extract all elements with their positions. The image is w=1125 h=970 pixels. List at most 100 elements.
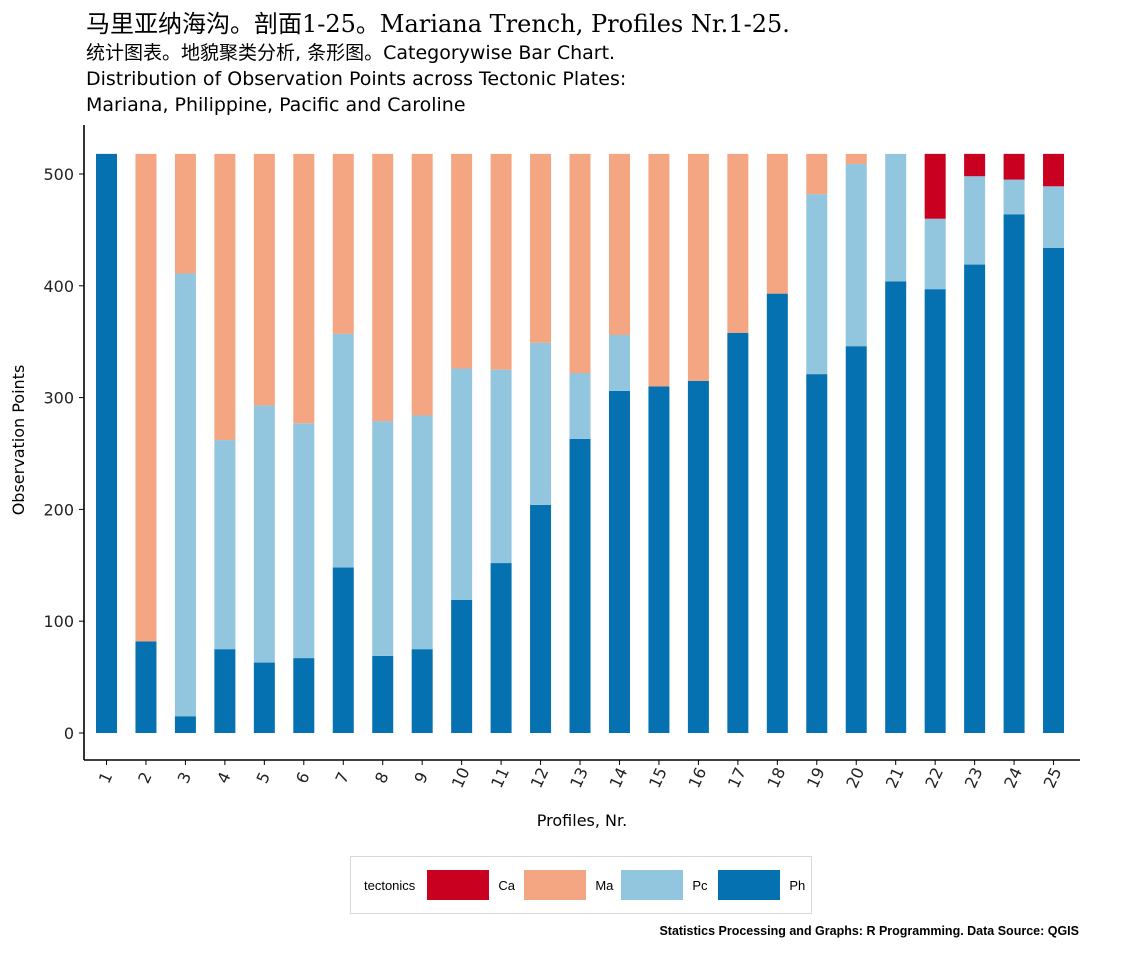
x-tick-label: 5	[253, 769, 275, 786]
bar-segment-ph-2	[135, 641, 157, 733]
legend-item-pc: Pc	[621, 870, 718, 900]
bar-segment-ma-4	[214, 153, 236, 441]
bar-segment-pc-11	[490, 369, 512, 564]
bar-segment-ca-25	[1043, 153, 1065, 187]
bar-segment-ph-6	[293, 658, 315, 733]
legend-label-ph: Ph	[789, 877, 806, 893]
x-tick-label: 17	[724, 764, 750, 790]
bar-segment-pc-23	[964, 176, 986, 265]
x-tick-label: 25	[1040, 764, 1066, 790]
legend-swatch-ph	[718, 870, 781, 900]
bar-segment-ma-5	[253, 153, 275, 406]
bar-segment-ma-15	[648, 153, 670, 387]
bar-segment-ph-20	[845, 346, 867, 733]
legend-item-ca: Ca	[427, 870, 524, 900]
x-tick-label: 21	[882, 764, 908, 790]
legend-swatch-pc	[621, 870, 684, 900]
bar-segment-ca-23	[964, 153, 986, 177]
x-tick-label: 16	[685, 764, 711, 790]
bar-segment-pc-12	[530, 342, 552, 505]
bar-segment-ma-10	[451, 153, 473, 369]
bar-segment-ma-3	[174, 153, 196, 274]
bar-segment-ph-5	[253, 662, 275, 733]
bar-segment-pc-3	[174, 273, 196, 717]
bar-segment-ph-7	[332, 567, 354, 733]
bar-segment-ph-22	[924, 289, 946, 733]
y-tick-label: 500	[43, 165, 74, 184]
legend-label-ma: Ma	[595, 877, 614, 893]
bar-segment-ma-6	[293, 153, 315, 424]
x-tick-label: 6	[292, 769, 314, 786]
y-tick-label: 200	[43, 500, 74, 519]
source-caption: Statistics Processing and Graphs: R Prog…	[659, 924, 1079, 938]
bar-segment-pc-25	[1043, 186, 1065, 248]
bar-segment-ma-11	[490, 153, 512, 370]
bar-segment-ph-10	[451, 599, 473, 733]
x-tick-label: 9	[410, 769, 432, 786]
chart-subtitle: 统计图表。地貌聚类分析, 条形图。Categorywise Bar Chart.…	[86, 42, 627, 116]
bar-segment-ma-9	[411, 153, 433, 416]
legend-swatch-ca	[427, 870, 490, 900]
x-tick-label: 19	[803, 764, 829, 790]
x-axis-label: Profiles, Nr.	[537, 811, 627, 830]
x-tick-label: 23	[961, 764, 987, 790]
legend-title: tectonics	[364, 877, 416, 893]
bar-segment-ph-14	[608, 390, 630, 733]
x-tick-label: 3	[174, 769, 196, 786]
bar-segment-ma-13	[569, 153, 591, 374]
bar-segment-pc-19	[806, 194, 828, 375]
bar-segment-pc-8	[372, 421, 394, 656]
x-tick-label: 10	[448, 764, 474, 790]
bar-segment-ma-17	[727, 153, 749, 333]
bar-segment-pc-22	[924, 218, 946, 290]
bar-segment-pc-5	[253, 405, 275, 663]
x-tick-label: 18	[763, 764, 789, 790]
bar-segment-ma-2	[135, 153, 157, 642]
x-tick-label: 12	[527, 764, 553, 790]
bar-segment-pc-20	[845, 163, 867, 347]
bar-segment-ma-14	[608, 153, 630, 335]
bar-segment-ph-17	[727, 332, 749, 733]
bar-segment-ma-12	[530, 153, 552, 343]
bar-segment-ca-22	[924, 153, 946, 219]
bar-segment-ph-9	[411, 649, 433, 733]
bar-segment-ma-19	[806, 153, 828, 195]
legend-item-ph: Ph	[718, 870, 815, 900]
bar-segment-ca-24	[1003, 153, 1025, 180]
bar-segment-ph-24	[1003, 214, 1025, 734]
x-tick-label: 8	[371, 769, 393, 786]
x-tick-label: 22	[921, 764, 947, 790]
bar-segment-ma-8	[372, 153, 394, 422]
bar-segment-ph-25	[1043, 247, 1065, 733]
x-tick-label: 15	[645, 764, 671, 790]
legend-label-pc: Pc	[692, 877, 708, 893]
x-tick-label: 13	[566, 764, 592, 790]
bar-segment-ph-23	[964, 264, 986, 733]
y-tick-label: 400	[43, 277, 74, 296]
bar-segment-ph-18	[766, 293, 788, 733]
legend-swatch-ma	[524, 870, 587, 900]
bar-segment-ph-11	[490, 563, 512, 733]
x-tick-label: 14	[606, 764, 632, 790]
bar-segment-pc-10	[451, 368, 473, 600]
x-tick-label: 7	[332, 769, 354, 786]
bar-segment-ph-3	[174, 716, 196, 733]
bar-segment-pc-14	[608, 334, 630, 391]
bar-segment-pc-9	[411, 415, 433, 650]
bar-segment-ph-12	[530, 504, 552, 733]
bar-segment-ph-8	[372, 655, 394, 733]
x-tick-label: 11	[487, 764, 513, 790]
bar-segment-ma-20	[845, 153, 867, 164]
bar-segment-ma-7	[332, 153, 354, 334]
bar-segment-ph-1	[96, 153, 117, 734]
bar-segment-pc-7	[332, 333, 354, 568]
x-tick-label: 20	[842, 764, 868, 790]
bar-segment-pc-4	[214, 440, 236, 650]
bar-segment-pc-24	[1003, 179, 1025, 215]
bar-segment-ph-21	[885, 281, 907, 733]
x-tick-label: 24	[1000, 764, 1026, 790]
bar-segment-ph-16	[687, 380, 709, 733]
bar-segment-ma-18	[766, 153, 788, 294]
bar-segment-ph-4	[214, 649, 236, 733]
